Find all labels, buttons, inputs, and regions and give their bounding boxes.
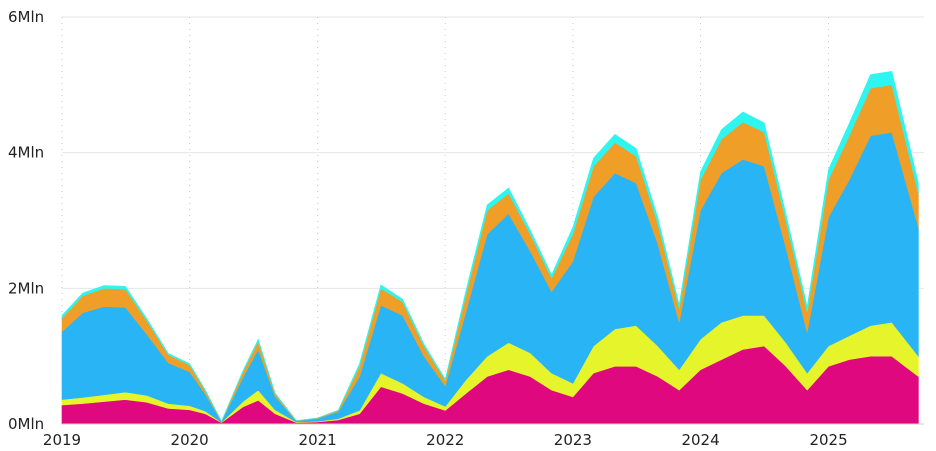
y-tick-label: 6Mln — [8, 8, 44, 26]
x-tick-label: 2020 — [171, 431, 209, 449]
y-tick-label: 2Mln — [8, 279, 44, 297]
x-tick-label: 2021 — [299, 431, 337, 449]
x-tick-label: 2024 — [681, 431, 719, 449]
x-tick-label: 2022 — [426, 431, 464, 449]
y-tick-label: 4Mln — [8, 144, 44, 162]
x-tick-label: 2023 — [554, 431, 592, 449]
axes: 0Mln 2Mln 4Mln 6Mln 2019 2020 2021 2022 2023 2024… — [8, 8, 924, 449]
area-series-5 — [61, 70, 919, 423]
y-tick-label: 0Mln — [8, 415, 44, 433]
x-tick-label: 2019 — [43, 431, 81, 449]
area-series-group — [61, 70, 919, 425]
x-tick-label: 2025 — [809, 431, 847, 449]
